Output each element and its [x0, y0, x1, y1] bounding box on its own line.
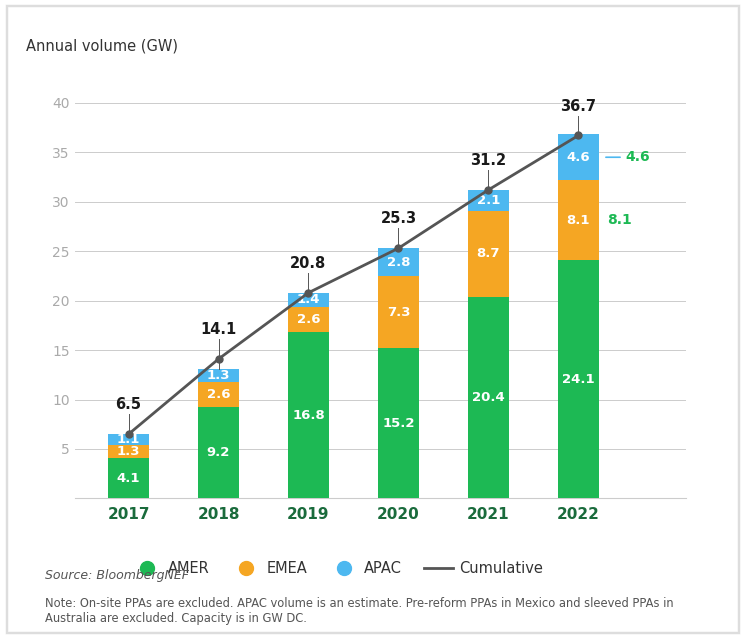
Bar — [378, 248, 419, 276]
Bar — [288, 293, 329, 307]
Bar — [468, 296, 509, 498]
Text: 6.5: 6.5 — [116, 397, 142, 412]
Bar — [288, 332, 329, 498]
Text: 36.7: 36.7 — [560, 99, 596, 114]
Text: 24.1: 24.1 — [562, 373, 595, 386]
Bar — [468, 190, 509, 211]
Text: 25.3: 25.3 — [380, 212, 416, 226]
Text: 4.6: 4.6 — [566, 151, 590, 164]
Legend: AMER, EMEA, APAC, Cumulative: AMER, EMEA, APAC, Cumulative — [127, 555, 548, 582]
Text: 20.8: 20.8 — [290, 256, 327, 271]
Text: 1.3: 1.3 — [117, 445, 140, 458]
Text: 1.1: 1.1 — [117, 433, 140, 446]
Text: 4.6: 4.6 — [626, 150, 651, 164]
Bar — [468, 211, 509, 296]
Text: 14.1: 14.1 — [201, 322, 236, 337]
Text: Source: BloombergNEF: Source: BloombergNEF — [45, 569, 189, 581]
Text: 15.2: 15.2 — [382, 417, 415, 430]
Bar — [558, 180, 598, 260]
Bar — [558, 260, 598, 498]
Bar — [198, 408, 239, 498]
Text: 8.1: 8.1 — [607, 213, 633, 227]
Bar — [378, 276, 419, 348]
Text: 8.7: 8.7 — [477, 247, 500, 260]
Text: 1.3: 1.3 — [207, 369, 231, 381]
Bar — [108, 458, 148, 498]
Bar — [108, 445, 148, 458]
Text: 16.8: 16.8 — [292, 409, 325, 422]
Text: Annual volume (GW): Annual volume (GW) — [25, 39, 178, 54]
Text: 2.1: 2.1 — [477, 194, 500, 207]
Bar — [378, 348, 419, 498]
Text: 2.6: 2.6 — [207, 388, 231, 401]
Text: 2.6: 2.6 — [297, 313, 320, 326]
Text: 9.2: 9.2 — [207, 447, 231, 459]
Text: Note: On-site PPAs are excluded. APAC volume is an estimate. Pre-reform PPAs in : Note: On-site PPAs are excluded. APAC vo… — [45, 597, 674, 626]
Bar — [558, 134, 598, 180]
Text: 1.4: 1.4 — [297, 293, 320, 306]
Text: 8.1: 8.1 — [567, 213, 590, 227]
Bar — [288, 307, 329, 332]
Bar — [198, 381, 239, 408]
Text: 4.1: 4.1 — [117, 472, 140, 484]
Text: 20.4: 20.4 — [472, 391, 505, 404]
Text: 2.8: 2.8 — [386, 256, 410, 268]
Bar — [198, 369, 239, 381]
Text: 31.2: 31.2 — [470, 153, 507, 168]
Text: 7.3: 7.3 — [386, 305, 410, 318]
Bar — [108, 434, 148, 445]
